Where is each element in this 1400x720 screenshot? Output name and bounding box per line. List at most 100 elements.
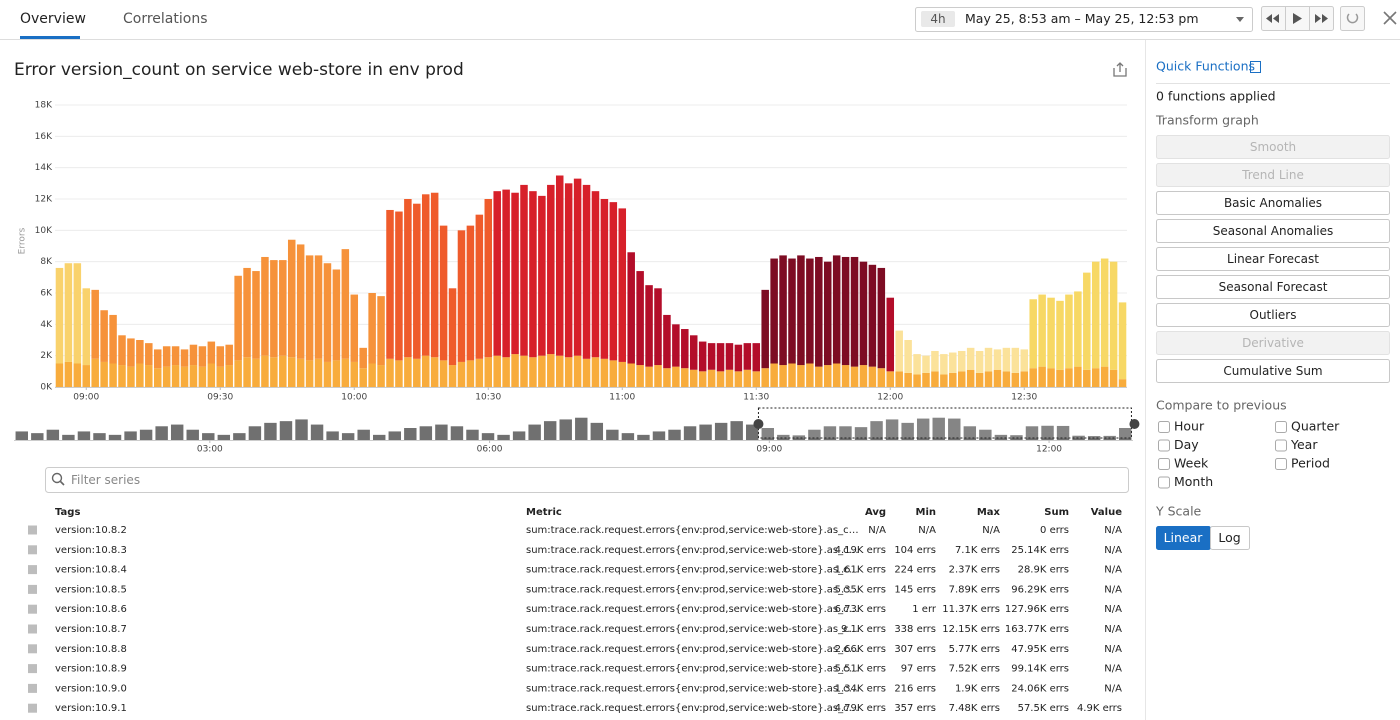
x-tick-label: 12:00 [877, 393, 903, 403]
checkbox-label[interactable]: Day [1174, 437, 1199, 452]
function-button[interactable] [1156, 303, 1390, 327]
time-picker[interactable] [915, 7, 1253, 32]
series-swatch[interactable] [28, 703, 37, 713]
function-button[interactable] [1156, 191, 1390, 215]
table-header: Value [1091, 507, 1122, 518]
function-button[interactable] [1156, 219, 1390, 243]
bar-segment [377, 365, 385, 387]
table-cell-tag: version:10.8.7 [55, 624, 127, 635]
tab[interactable]: Overview [20, 11, 86, 27]
y-scale-option[interactable] [1210, 526, 1250, 550]
function-button-label[interactable]: Seasonal Forecast [1219, 280, 1328, 294]
checkbox[interactable] [1275, 439, 1287, 452]
navigator-bar [481, 433, 495, 440]
bar-segment [582, 184, 591, 359]
bar-segment [350, 361, 359, 387]
navigator-bar [15, 431, 28, 440]
navigator-selection[interactable] [757, 407, 1132, 439]
checkbox-label[interactable]: Hour [1174, 419, 1205, 434]
series-swatch[interactable] [28, 565, 37, 575]
table-cell: 5.51K errs [835, 664, 886, 675]
bar-segment [386, 209, 394, 359]
y-scale-option-label[interactable]: Log [1218, 530, 1240, 545]
checkbox[interactable] [1275, 458, 1287, 470]
function-button-label[interactable]: Basic Anomalies [1224, 196, 1322, 210]
play-button[interactable] [1293, 13, 1302, 24]
navigator-handle[interactable] [1129, 419, 1140, 429]
series-swatch[interactable] [28, 584, 37, 594]
table-cell: 11.37K errs [942, 604, 1000, 615]
bar-segment [198, 346, 207, 367]
checkbox[interactable] [1158, 476, 1170, 489]
bar-segment [136, 340, 144, 364]
series-swatch[interactable] [28, 644, 37, 654]
series-swatch[interactable] [28, 604, 37, 614]
bar-segment [153, 368, 162, 387]
function-button-label[interactable]: Seasonal Anomalies [1213, 224, 1334, 238]
bar-segment [600, 199, 609, 359]
bar-segment [368, 293, 376, 364]
bar-segment [109, 314, 117, 364]
function-button[interactable] [1156, 359, 1390, 383]
bar-segment [1074, 366, 1082, 387]
checkbox[interactable] [1158, 458, 1170, 470]
checkbox-label[interactable]: Quarter [1291, 419, 1340, 434]
bar-segment [761, 368, 769, 387]
function-button[interactable] [1156, 275, 1390, 299]
bar-segment [868, 264, 877, 367]
filter-input[interactable] [45, 467, 1129, 493]
bar-segment [404, 199, 412, 358]
checkbox-label[interactable]: Week [1174, 456, 1209, 471]
y-scale-option-label[interactable]: Linear [1164, 530, 1204, 545]
bar-segment [439, 360, 448, 387]
quick-functions-title[interactable]: Quick Functions [1156, 59, 1255, 74]
bar-segment [993, 369, 1002, 387]
checkbox-label[interactable]: Year [1290, 437, 1318, 452]
bar-segment [698, 341, 707, 372]
export-button[interactable] [1113, 62, 1127, 77]
reset-button[interactable] [1340, 6, 1365, 31]
bar-segment [100, 310, 108, 362]
navigator-handle[interactable] [753, 419, 764, 429]
quick-functions-icon[interactable] [1250, 61, 1261, 73]
checkbox-label[interactable]: Month [1174, 474, 1213, 489]
forward-button[interactable] [1315, 14, 1328, 23]
series-swatch[interactable] [28, 525, 37, 535]
table-header: Avg [865, 507, 886, 518]
series-swatch[interactable] [28, 683, 37, 693]
series-swatch[interactable] [28, 624, 37, 634]
checkbox[interactable] [1158, 439, 1170, 452]
bar-segment [1091, 368, 1100, 387]
series-swatch[interactable] [28, 664, 37, 674]
bar-segment [823, 365, 832, 387]
bar-segment [895, 330, 903, 372]
close-button[interactable] [1383, 11, 1397, 25]
bar-segment [466, 360, 475, 387]
dropdown-caret[interactable] [1236, 17, 1244, 22]
navigator-bar [186, 429, 199, 440]
bar-segment [234, 360, 242, 387]
series-swatch[interactable] [28, 545, 37, 555]
navigator-bar [652, 431, 666, 440]
bar-segment [538, 355, 546, 387]
bar-segment [913, 374, 921, 387]
function-button[interactable] [1156, 247, 1390, 271]
bar-segment [797, 365, 805, 387]
table-cell: 224 errs [894, 565, 936, 576]
bar-segment [118, 365, 126, 387]
function-button-label[interactable]: Cumulative Sum [1223, 364, 1322, 378]
tab[interactable]: Correlations [123, 11, 208, 27]
navigator-bar [1119, 428, 1132, 440]
checkbox[interactable] [1275, 421, 1287, 433]
checkbox-label[interactable]: Period [1291, 456, 1330, 471]
bar-segment [270, 357, 278, 387]
function-button-label[interactable]: Outliers [1250, 308, 1297, 322]
function-button-label[interactable]: Linear Forecast [1227, 252, 1319, 266]
chart-title: Error version_count on service web-store… [14, 60, 464, 80]
bar-segment [162, 346, 171, 367]
navigator-bar [419, 426, 433, 440]
checkbox[interactable] [1158, 421, 1170, 433]
bar-segment [520, 355, 528, 387]
rewind-button[interactable] [1266, 14, 1279, 23]
bar-segment [484, 199, 493, 358]
